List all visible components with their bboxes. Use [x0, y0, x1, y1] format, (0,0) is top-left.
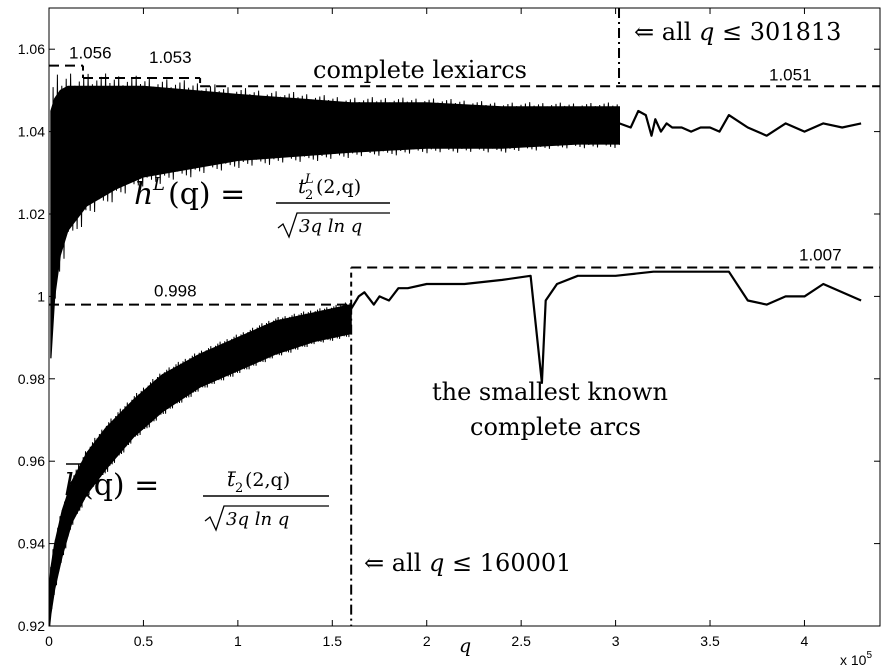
series-lines [350, 109, 862, 384]
series-label-lower-line2: complete arcs [470, 413, 641, 441]
svg-text:t: t [298, 174, 307, 198]
svg-text:(2,q): (2,q) [245, 469, 290, 491]
x-tick-label-5: 2.5 [511, 633, 531, 649]
y-tick-label-0: 0.92 [18, 618, 45, 634]
dense-band-1 [49, 303, 352, 627]
dense-fringe-0 [50, 73, 620, 359]
plot-area: 1.056 1.053 1.051 0.998 1.007 [48, 7, 881, 627]
x-tick-label-4: 2 [423, 633, 431, 649]
svg-text:L: L [152, 174, 165, 195]
x-axis-label: q [459, 635, 471, 657]
svg-text:h: h [64, 468, 83, 503]
svg-text:2: 2 [305, 188, 313, 203]
formula-lower-sqrt [204, 505, 329, 532]
y-tick-label-7: 1.06 [18, 41, 45, 57]
series-line-0 [619, 109, 862, 137]
y-tick-label-1: 0.94 [18, 536, 45, 552]
svg-text:3q ln q: 3q ln q [226, 509, 289, 530]
ref-line-label-3: 0.998 [154, 282, 197, 301]
x-tick-label-7: 3.5 [700, 633, 720, 649]
x-tick-label-3: 1.5 [323, 633, 343, 649]
y-tick-label-4: 1 [37, 288, 45, 304]
ref-line-label-1: 1.053 [149, 48, 192, 67]
vline-label-upper: ⇐ all q ≤ 301813 [634, 18, 841, 46]
series-line-1 [350, 270, 862, 384]
svg-text:t: t [227, 467, 236, 491]
ref-line-label-2: 1.051 [769, 65, 812, 84]
y-tick-label-6: 1.04 [18, 124, 45, 140]
formula-upper-sqrt [277, 212, 390, 239]
y-tick-label-2: 0.96 [18, 453, 45, 469]
plot-frame [48, 7, 881, 627]
x-tick-label-6: 3 [612, 633, 620, 649]
axes: 0 0.5 1 1.5 2 2.5 3 3.5 40.920.940.960.9811.021.… [18, 8, 880, 649]
svg-text:L: L [304, 172, 314, 187]
series-label-lower-line1: the smallest known [432, 378, 668, 406]
series-label-upper: complete lexiarcs [313, 56, 527, 84]
ref-line-label-4: 1.007 [799, 246, 842, 265]
svg-text:(q) =: (q) = [82, 468, 159, 503]
y-tick-label-3: 0.98 [18, 371, 45, 387]
dense-bands [49, 73, 620, 627]
x-tick-label-1: 0.5 [134, 633, 154, 649]
formula-lower: h (q) = t 2 (2,q) 3q ln q [64, 463, 329, 532]
vertical-lines [350, 8, 621, 626]
svg-text:h: h [134, 177, 153, 212]
ref-line-label-0: 1.056 [69, 44, 112, 63]
x-tick-label-0: 0 [45, 633, 53, 649]
svg-text:3q ln q: 3q ln q [299, 216, 362, 237]
formula-upper: h L (q) = t 2 L (2,q) 3q ln q [134, 172, 390, 239]
x-tick-label-8: 4 [801, 633, 809, 649]
reference-lines: 1.056 1.053 1.051 0.998 1.007 [49, 44, 880, 306]
x-tick-label-2: 1 [234, 633, 242, 649]
dense-fringe-1 [49, 302, 352, 627]
y-tick-label-5: 1.02 [18, 206, 45, 222]
svg-text:(q) =: (q) = [168, 177, 245, 212]
svg-text:(2,q): (2,q) [316, 176, 361, 198]
vline-label-lower: ⇐ all q ≤ 160001 [364, 549, 571, 577]
x-multiplier: x 105 [840, 650, 872, 668]
svg-text:2: 2 [235, 481, 243, 496]
